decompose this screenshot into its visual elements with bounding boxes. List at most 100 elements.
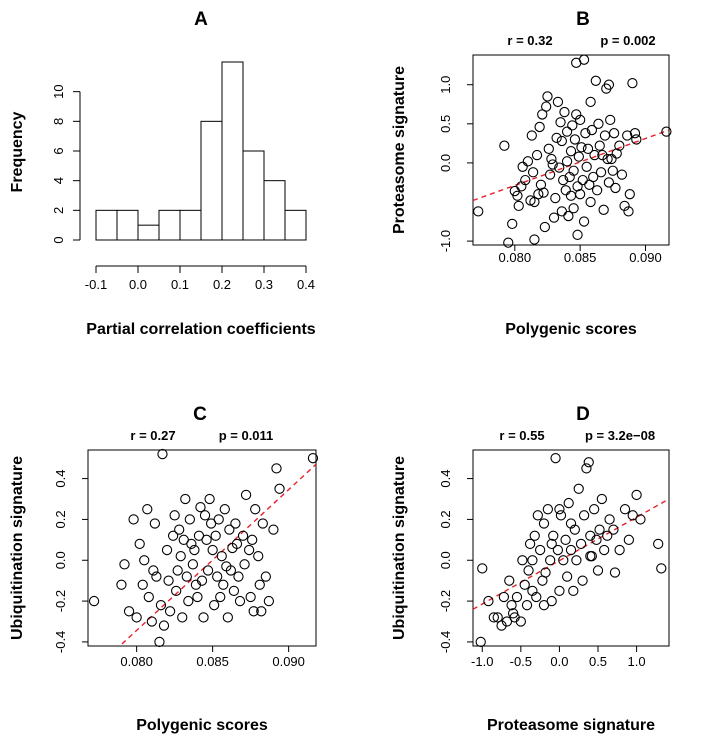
scatter-point xyxy=(509,612,520,623)
y-tick-label: 4 xyxy=(51,177,66,184)
correlation-r-label: r = 0.55 xyxy=(499,428,544,443)
scatter-point xyxy=(572,229,583,240)
scatter-point xyxy=(543,143,554,154)
scatter-point xyxy=(585,551,596,562)
scatter-point xyxy=(586,124,598,136)
y-tick-label: 2 xyxy=(51,207,66,214)
scatter-point xyxy=(307,453,319,464)
scatter-point xyxy=(521,600,533,611)
scatter-point xyxy=(167,530,179,541)
plot-box xyxy=(472,54,670,246)
scatter-point xyxy=(498,591,510,603)
scatter-point xyxy=(563,497,574,509)
scatter-point xyxy=(499,140,510,151)
y-tick-label: -0.2 xyxy=(438,590,453,612)
scatter-point xyxy=(575,538,587,550)
scatter-point xyxy=(614,544,625,556)
scatter-point xyxy=(605,114,616,126)
histogram-bar xyxy=(116,209,139,241)
scatter-point xyxy=(216,551,227,562)
x-tick-label: 0.090 xyxy=(272,654,305,669)
scatter-point xyxy=(581,463,592,474)
scatter-point xyxy=(635,514,646,525)
y-axis-title: Proteasome signature xyxy=(391,66,408,234)
scatter-point xyxy=(556,135,568,147)
regression-line xyxy=(118,463,316,646)
scatter-point xyxy=(151,571,162,582)
scatter-point xyxy=(230,518,241,529)
y-tick-label: 0.5 xyxy=(438,115,453,133)
scatter-point xyxy=(631,134,642,145)
scatter-point xyxy=(527,167,539,178)
scatter-point xyxy=(608,524,619,535)
scatter-point xyxy=(555,117,566,128)
scatter-point xyxy=(545,555,556,566)
scatter-point xyxy=(602,530,613,541)
plot-box xyxy=(472,449,670,647)
scatter-point xyxy=(88,595,100,607)
scatter-point xyxy=(520,174,531,186)
scatter-point xyxy=(609,567,621,578)
scatter-point xyxy=(225,565,237,576)
scatter-point xyxy=(207,544,218,556)
scatter-point xyxy=(583,457,594,468)
correlation-p-label: p = 0.011 xyxy=(219,428,274,443)
scatter-point xyxy=(524,538,536,550)
scatter-point xyxy=(541,101,552,112)
scatter-point xyxy=(250,504,261,515)
y-axis-title: Ubiquitination signature xyxy=(391,456,408,640)
scatter-point xyxy=(533,189,544,200)
scatter-point xyxy=(558,174,569,186)
x-tick-label: -0.5 xyxy=(510,654,532,669)
scatter-point xyxy=(256,606,267,617)
scatter-point xyxy=(568,165,579,176)
scatter-point xyxy=(591,185,603,196)
scatter-point xyxy=(209,600,220,611)
scatter-point xyxy=(559,106,570,118)
scatter-point xyxy=(128,514,139,525)
scatter-point xyxy=(222,612,233,623)
scatter-point xyxy=(174,524,185,535)
histogram-bar xyxy=(200,120,223,241)
scatter-point xyxy=(116,579,127,590)
scatter-point xyxy=(656,563,667,574)
scatter-point xyxy=(603,79,615,90)
scatter-point xyxy=(155,600,167,611)
scatter-point xyxy=(567,120,578,131)
scatter-point xyxy=(606,153,617,165)
scatter-point xyxy=(581,161,592,172)
scatter-point xyxy=(224,524,235,535)
scatter-point xyxy=(561,156,573,167)
scatter-point xyxy=(554,504,565,515)
scatter-point xyxy=(527,555,538,566)
scatter-point xyxy=(237,530,249,541)
scatter-point xyxy=(565,146,577,157)
y-tick-label: 0.2 xyxy=(53,510,68,528)
x-axis-title: Polygenic scores xyxy=(136,717,268,734)
scatter-point xyxy=(268,524,279,535)
y-axis-title: Frequency xyxy=(9,111,26,192)
scatter-point xyxy=(535,179,547,190)
scatter-point xyxy=(548,530,559,541)
scatter-point xyxy=(149,518,161,529)
scatter-point xyxy=(551,132,562,144)
scatter-point xyxy=(569,134,581,145)
panel-title: C xyxy=(193,404,207,425)
scatter-point xyxy=(582,143,594,154)
scatter-point xyxy=(161,544,173,556)
scatter-point xyxy=(534,121,545,133)
histogram-bar xyxy=(242,150,265,241)
scatter-point xyxy=(603,177,615,188)
scatter-point xyxy=(504,575,515,586)
scatter-point xyxy=(577,575,588,586)
y-tick-label: 0.0 xyxy=(438,551,453,569)
scatter-point xyxy=(538,187,549,198)
scatter-point xyxy=(172,565,183,576)
scatter-point xyxy=(529,530,540,541)
scatter-point xyxy=(623,206,634,217)
y-tick-label: 0.4 xyxy=(53,470,68,488)
scatter-point xyxy=(548,212,560,223)
scatter-point xyxy=(580,128,591,139)
panel-d: D -1.0 -0.5 0.0 0.5 1.0 -0.4 -0.2 0.0 0.2 0.4 r = 0… xyxy=(391,404,670,734)
y-tick-label: -1.0 xyxy=(438,230,453,252)
